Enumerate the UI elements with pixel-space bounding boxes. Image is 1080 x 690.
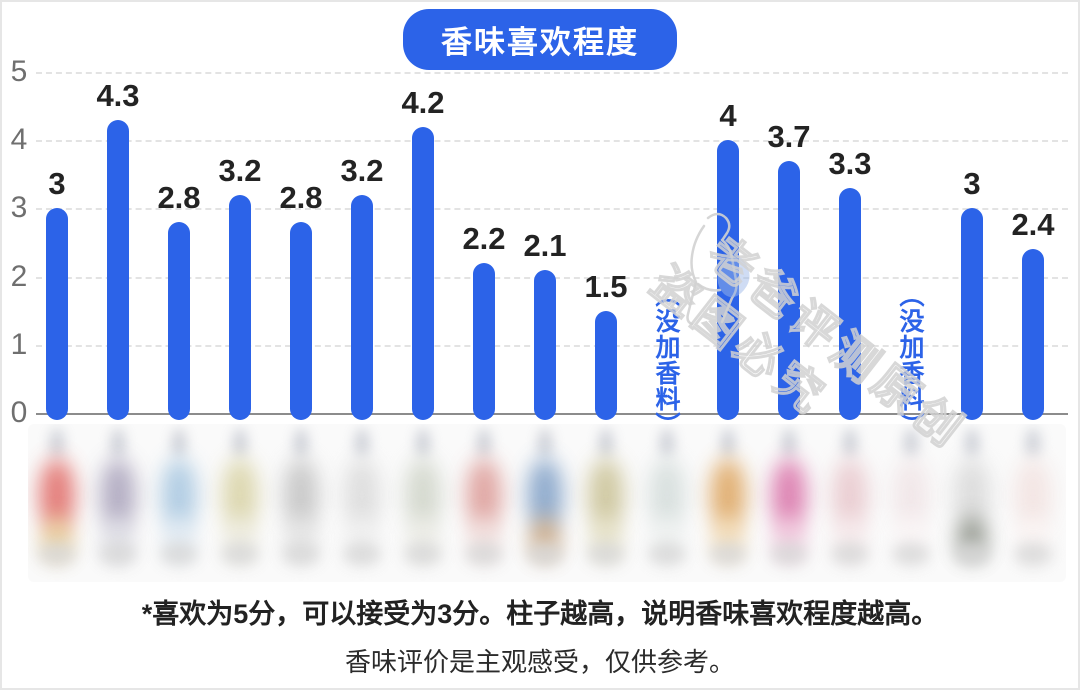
bar-value-label-4: 3.2: [218, 152, 262, 188]
blurred-blob: [160, 542, 198, 566]
blurred-blob: [49, 428, 65, 458]
bar-9: [534, 269, 556, 420]
footnote-scoring-rule: *喜欢为5分，可以接受为3分。柱子越高，说明香味喜欢程度越高。: [141, 599, 939, 629]
bar-2: [107, 119, 129, 420]
blurred-blob: [720, 428, 736, 458]
blurred-blob: [99, 542, 137, 566]
blurred-blob: [465, 542, 503, 566]
blurred-blob: [598, 428, 614, 458]
gridline-y3: [36, 208, 1068, 211]
blurred-blob: [648, 542, 686, 566]
footnote-disclaimer: 香味评价是主观感受，仅供参考。: [344, 647, 735, 677]
bar-13: [778, 160, 800, 420]
bar-value-label-17: 2.4: [1011, 207, 1055, 243]
bar-1: [46, 208, 68, 420]
blurred-blob: [537, 428, 553, 458]
blurred-blob: [526, 542, 564, 566]
bar-value-label-8: 2.2: [462, 220, 506, 256]
product-photo-strip: [28, 424, 1066, 582]
y-axis-tick-0: 0: [10, 396, 28, 429]
blurred-blob: [953, 542, 991, 566]
bar-value-label-7: 4.2: [401, 84, 445, 120]
chart-title: 香味喜欢程度: [403, 9, 677, 70]
blurred-blob: [709, 542, 747, 566]
blurred-blob: [354, 428, 370, 458]
no-fragrance-label: （没加香料）: [652, 282, 680, 438]
y-axis-tick-4: 4: [10, 123, 28, 157]
bar-value-label-3: 2.8: [157, 180, 201, 216]
blurred-blob: [415, 428, 431, 458]
bar-value-label-2: 4.3: [96, 77, 140, 113]
bar-8: [473, 262, 495, 420]
no-fragrance-label: （没加香料）: [896, 282, 924, 438]
blurred-blob: [964, 428, 980, 458]
bar-14: [839, 187, 861, 420]
bar-7: [412, 126, 434, 420]
blurred-blob: [343, 542, 381, 566]
blurred-blob: [1025, 428, 1041, 458]
bar-5: [290, 222, 312, 420]
bar-value-label-12: 4: [719, 98, 737, 134]
blurred-blob: [282, 542, 320, 566]
bar-value-label-9: 2.1: [523, 227, 567, 263]
gridline-y4: [36, 140, 1068, 143]
bar-value-label-1: 3: [48, 166, 66, 202]
bar-value-label-5: 2.8: [279, 180, 323, 216]
blurred-blob: [842, 428, 858, 458]
blurred-blob: [221, 542, 259, 566]
bar-4: [229, 194, 251, 420]
blurred-blob: [293, 428, 309, 458]
bar-12: [717, 140, 739, 420]
bar-6: [351, 194, 373, 420]
bar-3: [168, 222, 190, 420]
bar-value-label-13: 3.7: [767, 118, 811, 154]
bar-17: [1022, 249, 1044, 420]
blurred-blob: [1014, 542, 1052, 566]
blurred-blob: [110, 428, 126, 458]
blurred-blob: [587, 542, 625, 566]
blurred-blob: [38, 542, 76, 566]
blurred-blob: [476, 428, 492, 458]
blurred-blob: [781, 428, 797, 458]
y-axis-tick-2: 2: [10, 259, 28, 293]
y-axis-tick-3: 3: [10, 191, 28, 225]
blurred-blob: [831, 542, 869, 566]
y-axis-tick-1: 1: [10, 327, 28, 361]
gridline-y5: [36, 72, 1068, 74]
bar-value-label-14: 3.3: [828, 145, 872, 181]
bar-16: [961, 208, 983, 420]
blurred-blob: [892, 542, 930, 566]
bar-10: [595, 310, 617, 420]
blurred-blob: [171, 428, 187, 458]
bar-value-label-10: 1.5: [584, 268, 628, 304]
blurred-blob: [404, 542, 442, 566]
blurred-blob: [903, 428, 919, 458]
blurred-blob: [232, 428, 248, 458]
blurred-blob: [659, 428, 675, 458]
bar-value-label-6: 3.2: [340, 152, 384, 188]
y-axis-tick-5: 5: [10, 55, 28, 88]
bar-value-label-16: 3: [963, 166, 981, 202]
blurred-blob: [770, 542, 808, 566]
